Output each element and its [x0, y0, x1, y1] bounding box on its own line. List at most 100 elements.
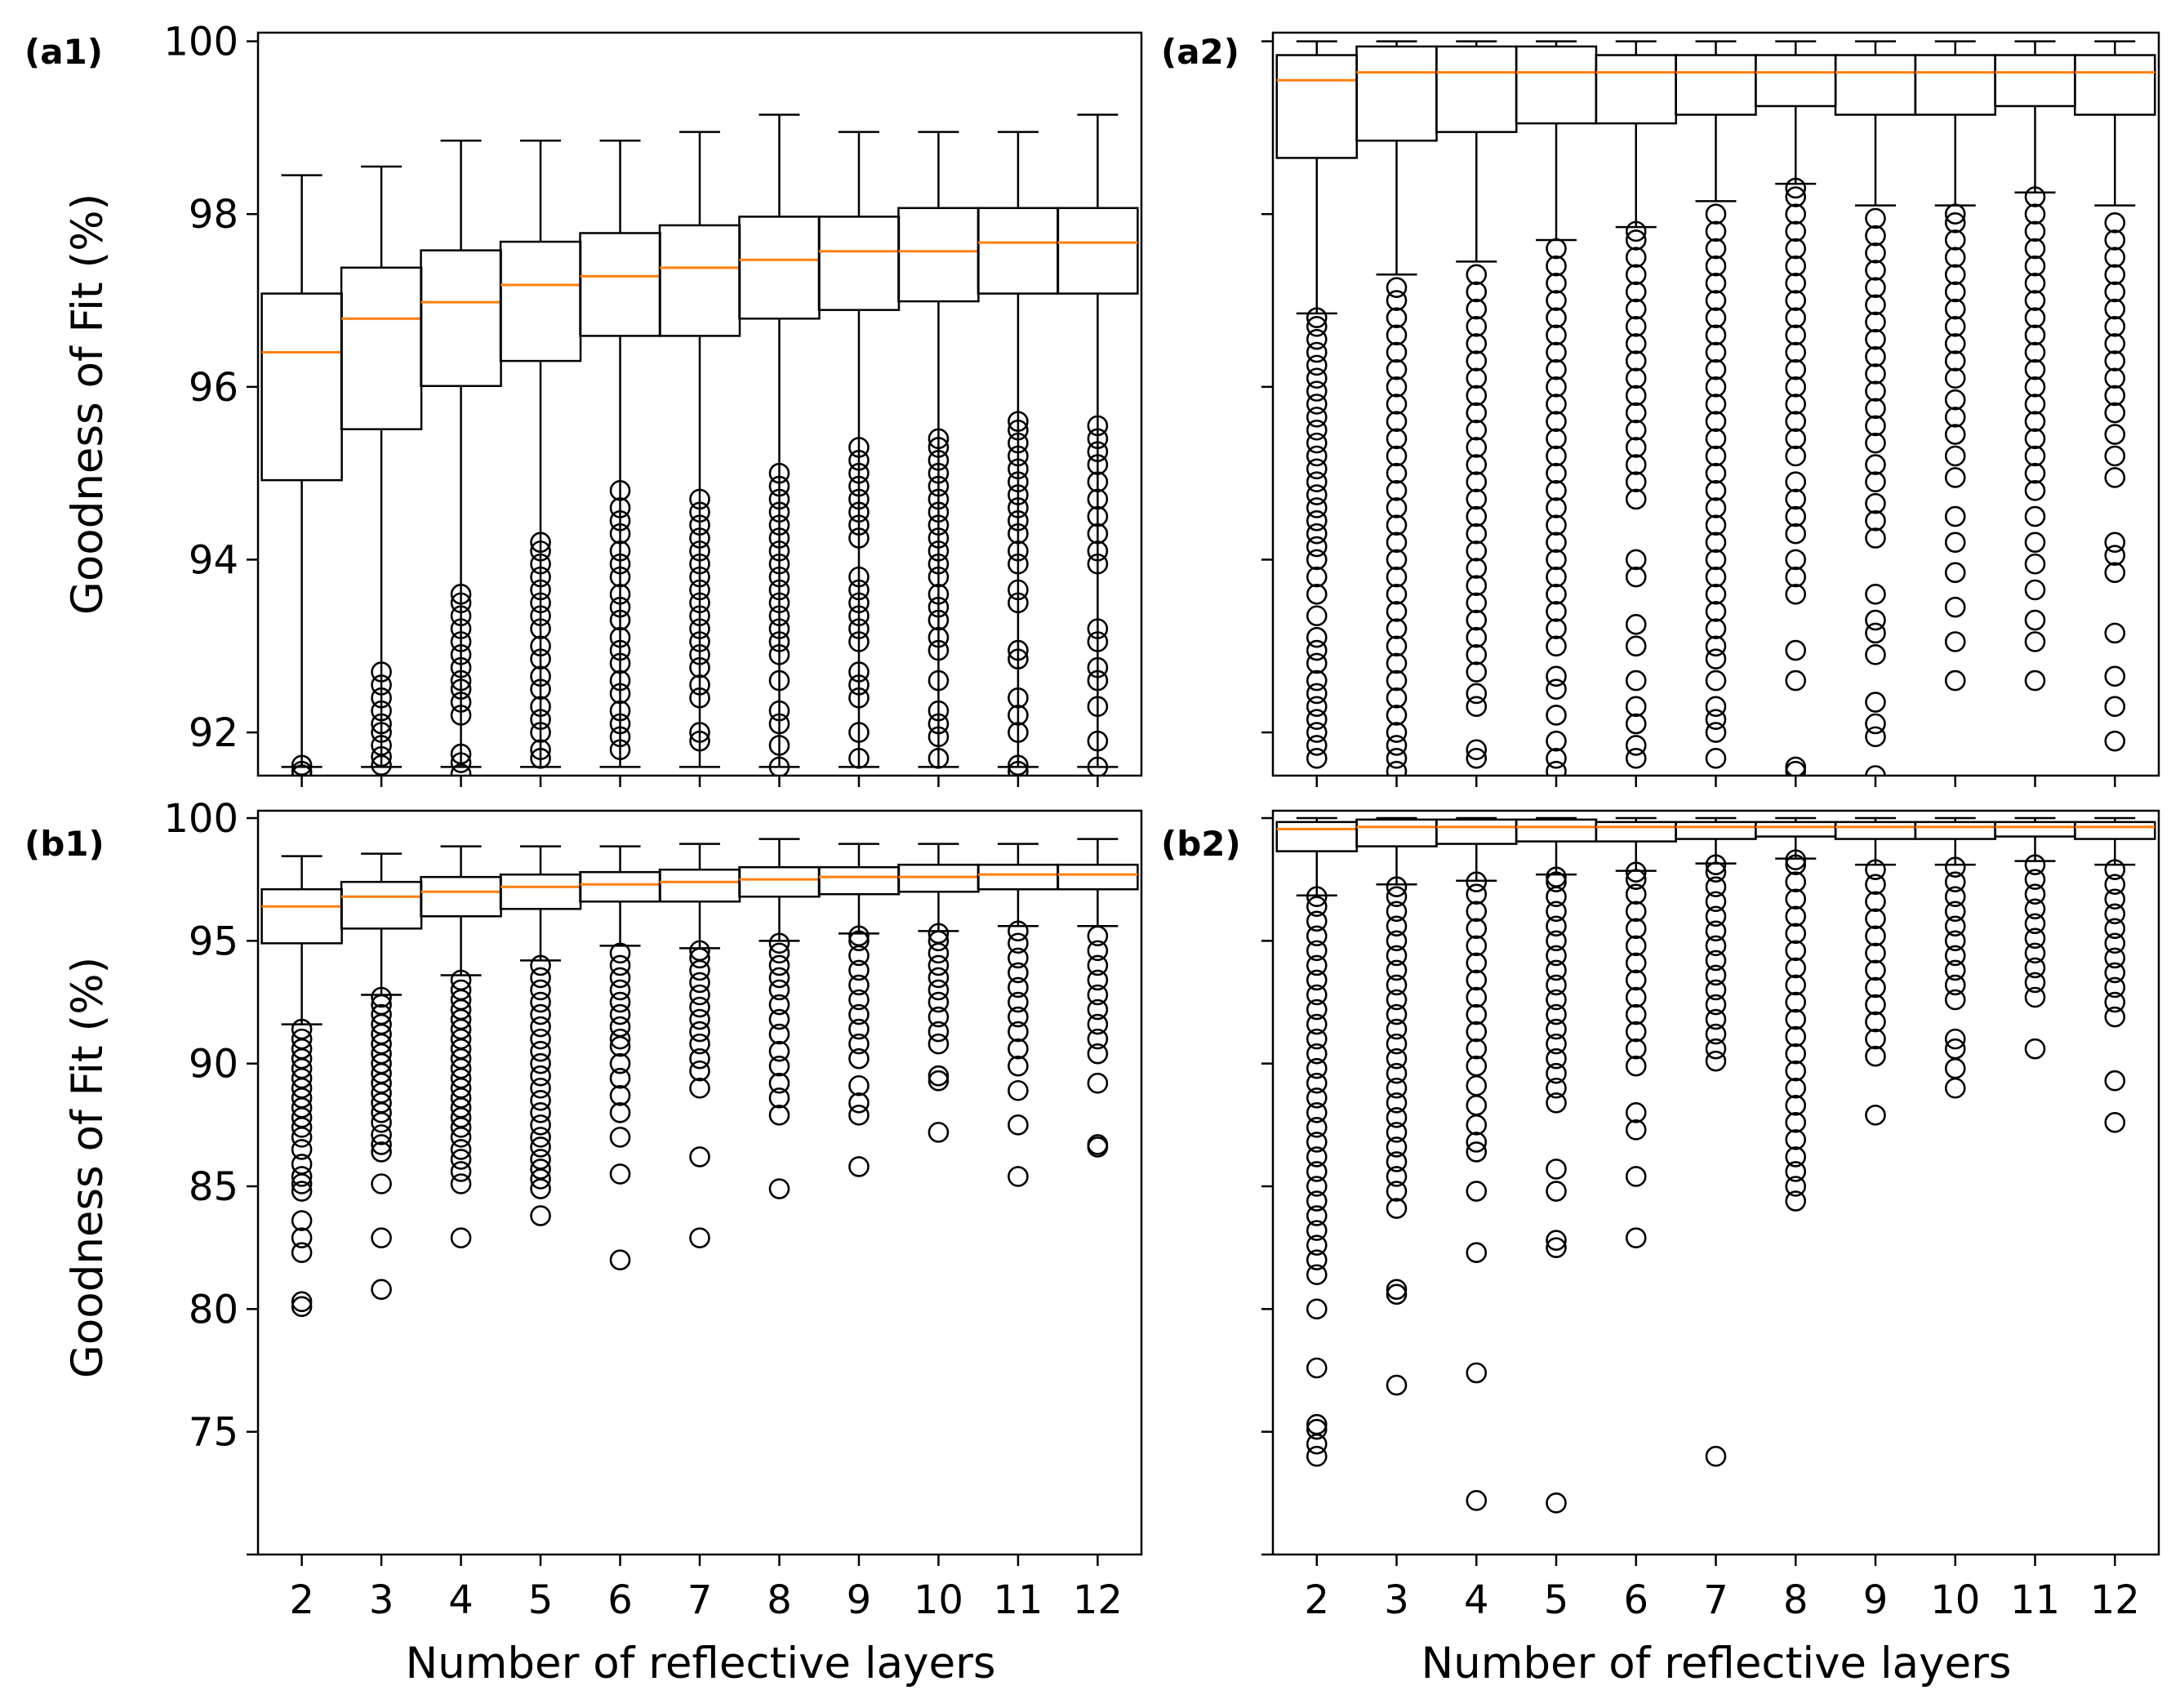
outlier-point [1466, 986, 1488, 1008]
outlier-point [1386, 1279, 1408, 1301]
outlier-point [1546, 238, 1567, 260]
outlier-point [1386, 1047, 1408, 1070]
outlier-point [371, 1279, 392, 1301]
outlier-point [689, 527, 710, 549]
y-tick-label: 98 [189, 192, 238, 238]
outlier-point [1386, 1077, 1408, 1099]
outlier-point [2104, 859, 2126, 880]
outlier-point [1865, 527, 1886, 549]
outlier-point [1306, 497, 1328, 518]
outlier-point [928, 583, 950, 605]
outlier-point [848, 605, 870, 627]
x-tick-label: 5 [528, 1577, 554, 1623]
box-9 [817, 843, 901, 1177]
outlier-point [609, 540, 631, 562]
outlier-point [371, 1003, 392, 1025]
outlier-point [1306, 394, 1328, 415]
outlier-point [1386, 901, 1408, 923]
outlier-point [530, 566, 551, 588]
outlier-point [1466, 1003, 1488, 1025]
outlier-point [1306, 1264, 1328, 1286]
outlier-point [1008, 484, 1029, 505]
outlier-point [291, 1296, 313, 1318]
outlier-point [1386, 1018, 1408, 1040]
outlier-point [1306, 354, 1328, 376]
outlier-point [1785, 445, 1807, 467]
outlier-point [1865, 994, 1886, 1016]
outlier-point [848, 1003, 870, 1025]
outlier-point [1386, 1198, 1408, 1219]
outlier-point [2104, 665, 2126, 687]
outlier-point [2024, 186, 2046, 207]
outlier-point [1865, 925, 1886, 947]
outlier-point [1944, 264, 1966, 286]
outlier-point [2104, 281, 2126, 303]
box-10 [897, 843, 980, 1143]
outlier-point [1306, 940, 1328, 962]
outlier-point [1944, 959, 1966, 981]
outlier-point [530, 1089, 551, 1111]
outlier-point [768, 527, 790, 549]
outlier-point [1865, 294, 1886, 316]
outlier-point [1625, 298, 1647, 320]
outlier-point [2024, 273, 2046, 294]
outlier-point [1785, 505, 1807, 527]
outlier-point [1546, 1181, 1567, 1202]
outlier-point [609, 1052, 631, 1074]
outlier-point [2104, 264, 2126, 286]
outlier-point [1865, 726, 1886, 748]
outlier-point [1087, 1028, 1109, 1050]
outlier-point [1785, 888, 1807, 910]
box-3 [1355, 816, 1438, 1396]
outlier-point [1625, 1119, 1647, 1141]
outlier-point [1466, 264, 1488, 286]
outlier-point [1386, 1033, 1408, 1055]
outlier-point [1306, 1013, 1328, 1035]
outlier-point [848, 687, 870, 709]
data-marks [260, 838, 1139, 1318]
outlier-point [450, 583, 472, 605]
outlier-point [689, 1060, 710, 1082]
outlier-point [1306, 605, 1328, 627]
outlier-point [609, 1028, 631, 1050]
outlier-point [689, 1227, 710, 1248]
outlier-point [609, 1163, 631, 1185]
outlier-point [1865, 346, 1886, 367]
outlier-point [2024, 631, 2046, 652]
outlier-point [530, 1102, 551, 1123]
outlier-point [1705, 411, 1727, 432]
x-tick-label: 11 [2010, 1577, 2060, 1623]
outlier-point [1466, 683, 1488, 705]
outlier-point [450, 1173, 472, 1194]
outlier-point [1466, 385, 1488, 407]
outlier-point [1785, 220, 1807, 242]
outlier-point [291, 1227, 313, 1248]
outlier-point [609, 480, 631, 501]
outlier-point [371, 1227, 392, 1248]
outlier-point [1087, 553, 1109, 575]
outlier-point [1944, 945, 1966, 967]
outlier-point [1546, 618, 1567, 639]
outlier-point [1546, 290, 1567, 311]
outlier-point [1785, 669, 1807, 692]
outlier-point [928, 488, 950, 510]
outlier-point [450, 618, 472, 639]
outlier-point [609, 583, 631, 605]
outlier-point [1466, 315, 1488, 337]
outlier-point [2024, 238, 2046, 260]
outlier-point [1625, 1166, 1647, 1187]
outlier-point [2104, 932, 2126, 954]
outlier-point [2024, 324, 2046, 346]
outlier-point [689, 488, 710, 510]
outlier-point [1386, 945, 1408, 967]
panel-b2: 2 3 4 5 6 7 8 9 10 11 12 (b2) [1161, 809, 2160, 1623]
outlier-point [2104, 545, 2126, 566]
outlier-point [609, 609, 631, 631]
outlier-point [2104, 874, 2126, 895]
outlier-point [1865, 908, 1886, 930]
outlier-point [1306, 315, 1328, 337]
outlier-point [1386, 886, 1408, 908]
outlier-point [609, 726, 631, 748]
outlier-point [928, 596, 950, 618]
